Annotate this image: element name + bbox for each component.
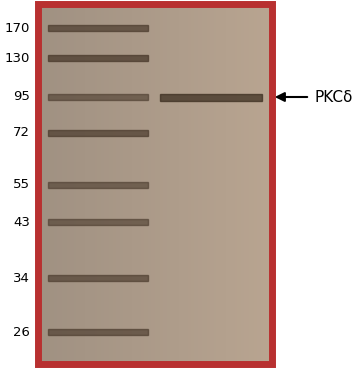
Text: 170: 170 xyxy=(5,22,30,35)
Text: 26: 26 xyxy=(13,325,30,338)
Text: 55: 55 xyxy=(13,178,30,191)
Text: 43: 43 xyxy=(13,216,30,229)
Bar xyxy=(48,275,148,281)
Text: 72: 72 xyxy=(13,127,30,139)
Bar xyxy=(48,94,148,100)
Bar xyxy=(48,329,148,335)
Bar xyxy=(48,130,148,136)
Text: 130: 130 xyxy=(5,52,30,65)
Text: 34: 34 xyxy=(13,272,30,285)
Bar xyxy=(48,25,148,31)
Bar xyxy=(160,94,262,101)
Bar xyxy=(48,55,148,61)
Bar xyxy=(38,4,272,364)
Text: PKCδ: PKCδ xyxy=(315,89,354,105)
Text: 95: 95 xyxy=(13,91,30,104)
Bar xyxy=(48,182,148,188)
Bar xyxy=(48,219,148,225)
